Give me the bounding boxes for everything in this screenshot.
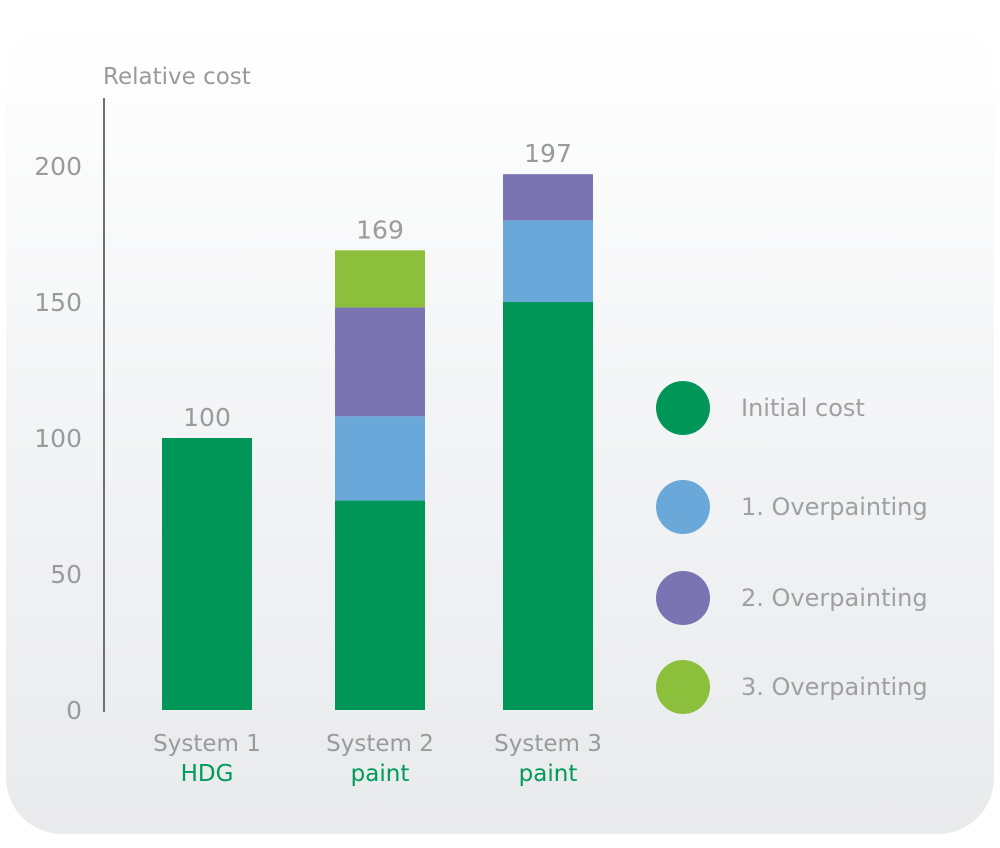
bar-segment [335, 500, 425, 710]
legend-marker [656, 571, 710, 625]
y-tick-label: 50 [50, 560, 82, 589]
category-label: System 2 [326, 731, 434, 757]
category-sublabel: paint [351, 761, 410, 787]
y-tick-label: 0 [66, 696, 82, 725]
legend-label: 2. Overpainting [741, 584, 928, 612]
legend-marker [656, 480, 710, 534]
legend-label: 3. Overpainting [741, 673, 928, 701]
bar-segment [162, 438, 252, 710]
legend-label: 1. Overpainting [741, 493, 928, 521]
category-sublabel: paint [519, 761, 578, 787]
bar-segment [335, 416, 425, 501]
y-ticks: 0 50 100 150 200 [34, 152, 82, 725]
value-labels: 100 169 197 [183, 139, 572, 432]
y-tick-label: 150 [34, 288, 82, 317]
category-label: System 1 [153, 731, 261, 757]
category-label: System 3 [494, 731, 602, 757]
bar-segment [335, 250, 425, 308]
legend-marker [656, 660, 710, 714]
bar-segment [503, 302, 593, 710]
bar-value-label: 169 [356, 215, 404, 244]
y-tick-label: 200 [34, 152, 82, 181]
bar-segment [503, 174, 593, 221]
bars [162, 174, 593, 710]
legend-label: Initial cost [741, 394, 865, 422]
category-sublabel: HDG [181, 761, 234, 787]
y-axis-label: Relative cost [103, 64, 251, 90]
bar-segment [335, 307, 425, 417]
y-tick-label: 100 [34, 424, 82, 453]
bar-value-label: 100 [183, 403, 231, 432]
bar-segment [503, 220, 593, 302]
bar-value-label: 197 [524, 139, 572, 168]
category-labels: System 1 HDG System 2 paint System 3 paint [153, 731, 602, 787]
legend: Initial cost 1. Overpainting 2. Overpainti… [656, 381, 928, 714]
legend-marker [656, 381, 710, 435]
